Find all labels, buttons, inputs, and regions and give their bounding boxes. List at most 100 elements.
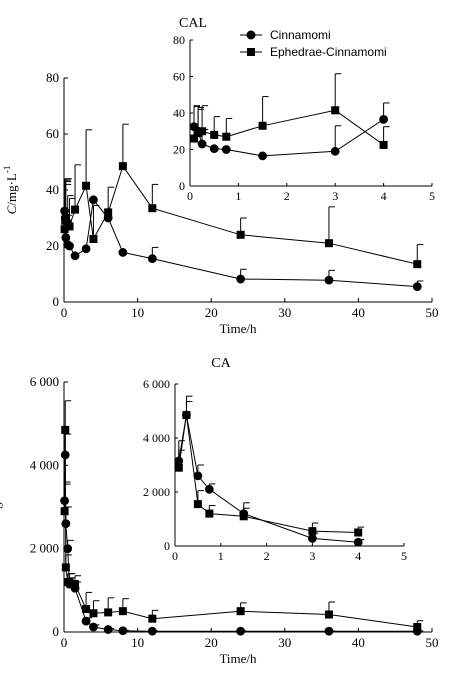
data-point-square <box>89 235 98 243</box>
data-point-circle <box>209 144 219 153</box>
data-point-circle <box>63 544 73 554</box>
data-point-circle <box>324 626 334 636</box>
chart-title: CAL <box>179 16 207 31</box>
data-point-circle <box>236 626 246 636</box>
data-point-square <box>118 162 127 171</box>
data-point-square <box>61 425 70 434</box>
chart-title: CA <box>211 356 231 371</box>
data-point-square <box>198 127 207 136</box>
data-point-square <box>60 225 69 234</box>
inset-x-tick-label: 4 <box>355 549 361 563</box>
data-point-square <box>148 204 157 213</box>
x-tick-label: 10 <box>131 635 144 650</box>
inset-x-tick-label: 1 <box>235 189 241 203</box>
data-point-square <box>60 507 69 516</box>
data-point-circle <box>81 244 91 254</box>
data-point-circle <box>204 484 214 494</box>
inset-x-tick-label: 2 <box>284 189 290 203</box>
x-tick-label: 50 <box>426 305 439 320</box>
x-tick-label: 30 <box>278 635 291 650</box>
data-point-square <box>148 614 157 623</box>
data-point-square <box>61 563 70 572</box>
y-tick-label: 60 <box>46 126 59 141</box>
data-point-square <box>82 181 91 190</box>
data-point-square <box>104 608 113 617</box>
data-point-square <box>236 230 245 239</box>
data-point-circle <box>258 151 267 161</box>
x-tick-label: 20 <box>205 635 218 650</box>
data-point-square <box>71 205 80 214</box>
inset-y-tick-label: 2 000 <box>143 485 170 499</box>
data-point-square <box>222 132 231 141</box>
data-point-circle <box>197 139 207 149</box>
inset-x-tick-label: 0 <box>187 189 193 203</box>
y-axis-label-unit: /mg·L <box>0 490 3 523</box>
inset-y-tick-label: 0 <box>164 539 170 553</box>
x-tick-label: 10 <box>131 305 144 320</box>
data-point-square <box>236 607 245 616</box>
x-tick-label: 30 <box>278 305 291 320</box>
x-tick-label: 50 <box>426 635 439 650</box>
inset-y-tick-label: 4 000 <box>143 431 170 445</box>
y-axis-label-text: C/mg·L-1 <box>2 166 19 215</box>
x-axis-label: Time/h <box>219 321 257 336</box>
data-point-square <box>193 500 202 509</box>
y-axis-label-text: C/mg·L-1 <box>0 483 3 532</box>
data-point-circle <box>353 537 363 547</box>
inset-x-tick-label: 4 <box>381 189 387 203</box>
y-axis-label: C/mg·L-1 <box>2 166 19 215</box>
inset-x-tick-label: 5 <box>429 189 435 203</box>
y-axis-label-unit: /mg·L <box>4 173 19 206</box>
data-point-square <box>194 129 203 138</box>
data-point-square <box>65 578 74 586</box>
y-tick-label: 4 000 <box>30 457 59 472</box>
y-axis-label-var: C <box>0 522 3 531</box>
data-point-circle <box>118 248 128 257</box>
legend-label: Ephedrae-Cinnamomi <box>270 45 387 59</box>
data-point-circle <box>89 622 98 632</box>
data-point-square <box>331 106 340 115</box>
data-point-circle <box>147 626 157 636</box>
data-point-circle <box>193 471 203 481</box>
data-point-circle <box>379 114 388 124</box>
data-point-square <box>239 512 248 521</box>
data-point-square <box>258 121 267 130</box>
data-point-square <box>118 607 127 616</box>
data-point-circle <box>65 241 74 251</box>
y-tick-label: 6 000 <box>30 374 59 389</box>
inset-y-tick-label: 40 <box>173 106 185 120</box>
y-axis-label-exp: -1 <box>2 166 12 174</box>
data-point-circle <box>147 254 157 263</box>
data-point-circle <box>70 251 80 261</box>
legend-marker-square <box>247 48 255 56</box>
x-tick-label: 0 <box>61 635 68 650</box>
data-point-square <box>61 214 70 222</box>
legend-label: Cinnamomi <box>270 28 331 42</box>
data-point-square <box>65 222 74 231</box>
inset-y-tick-label: 0 <box>179 179 185 193</box>
y-tick-label: 40 <box>46 182 59 197</box>
data-point-circle <box>81 616 91 626</box>
data-point-square <box>174 463 183 472</box>
x-tick-label: 40 <box>352 305 365 320</box>
inset-x-tick-label: 5 <box>401 549 407 563</box>
inset-y-tick-label: 6 000 <box>143 377 170 391</box>
data-point-square <box>413 623 422 631</box>
legend-marker-circle <box>246 30 256 40</box>
data-point-circle <box>236 274 246 284</box>
data-point-square <box>379 140 388 149</box>
data-point-square <box>190 134 199 143</box>
data-point-square <box>82 605 91 614</box>
data-point-circle <box>103 625 113 634</box>
y-tick-label: 0 <box>53 294 60 309</box>
series-line-cinnamomi <box>178 415 359 543</box>
data-point-square <box>89 609 98 618</box>
data-point-square <box>210 130 219 139</box>
data-point-square <box>205 509 214 518</box>
inset-x-tick-label: 3 <box>309 549 315 563</box>
y-tick-label: 2 000 <box>30 541 59 556</box>
data-point-circle <box>330 146 340 156</box>
x-axis-label: Time/h <box>219 651 257 666</box>
y-tick-label: 0 <box>53 624 60 639</box>
